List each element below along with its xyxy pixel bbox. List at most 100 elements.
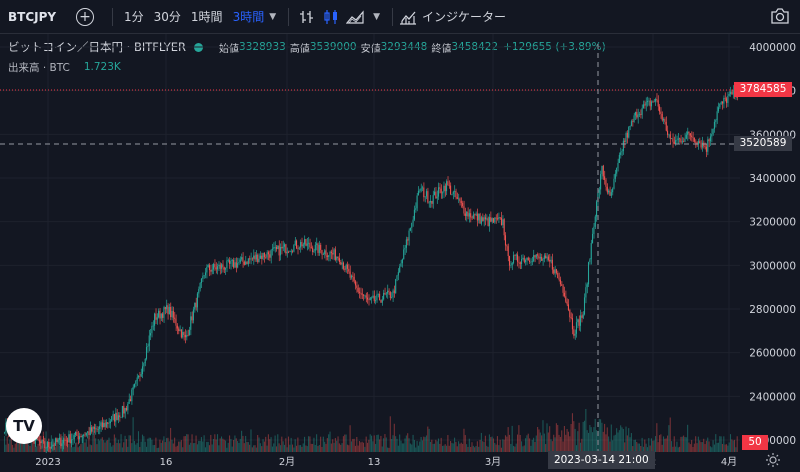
- area-chart-type-icon[interactable]: [345, 7, 365, 27]
- indicators-button[interactable]: インジケーター: [399, 8, 506, 25]
- volume-bar: [57, 437, 59, 452]
- candle-body: [218, 264, 220, 267]
- candle-body: [511, 262, 513, 266]
- volume-bar: [472, 445, 474, 452]
- price-chart[interactable]: 4000000380000036000003400000320000030000…: [0, 34, 800, 472]
- candle-body: [231, 260, 233, 261]
- volume-bar: [278, 443, 280, 452]
- candle-body: [546, 256, 548, 259]
- candle-body: [242, 257, 244, 262]
- volume-bar: [432, 443, 434, 452]
- candle-body: [135, 380, 137, 384]
- interval-1m[interactable]: 1分: [124, 10, 144, 24]
- candle-body: [480, 217, 482, 224]
- volume-bar: [235, 438, 237, 452]
- candle-body: [725, 98, 728, 103]
- candle-body: [435, 191, 437, 199]
- candle-body: [132, 386, 134, 390]
- interval-chevron-down-icon[interactable]: ▼: [269, 11, 277, 22]
- compare-symbol-plus-icon[interactable]: +: [76, 7, 94, 26]
- candle-body: [257, 254, 259, 263]
- candle-body: [371, 297, 373, 299]
- volume-bar: [667, 435, 669, 452]
- candle-body: [523, 257, 525, 263]
- candle-body: [673, 141, 675, 144]
- volume-bar: [547, 432, 549, 452]
- volume-bar: [297, 437, 299, 452]
- candle-body: [215, 267, 217, 270]
- volume-bar: [125, 439, 127, 452]
- candle-body: [291, 251, 294, 252]
- candle-body: [644, 104, 646, 106]
- volume-bar: [107, 440, 109, 452]
- volume-bar: [579, 442, 582, 452]
- interval-3h[interactable]: 3時間: [232, 10, 265, 24]
- volume-bar: [672, 446, 674, 452]
- volume-bar: [176, 445, 178, 452]
- candle-body: [320, 244, 322, 250]
- bar-chart-type-icon[interactable]: [297, 7, 317, 27]
- candle-body: [542, 258, 544, 261]
- volume-bar: [270, 437, 272, 452]
- volume-bar: [271, 446, 273, 452]
- volume-bar: [433, 443, 436, 452]
- candle-body: [648, 100, 650, 102]
- volume-bar: [254, 445, 256, 452]
- candle-body: [405, 239, 407, 248]
- candle-body: [326, 255, 328, 257]
- volume-bar: [85, 439, 87, 452]
- candle-body: [234, 262, 236, 268]
- candle-body: [614, 173, 616, 179]
- candle-body: [545, 255, 547, 259]
- candle-body: [233, 260, 235, 268]
- volume-bar: [614, 434, 616, 452]
- candle-body: [127, 403, 129, 411]
- candle-body: [420, 188, 422, 191]
- candle-body: [474, 214, 476, 216]
- volume-bar: [712, 440, 714, 452]
- candle-body: [551, 259, 553, 270]
- volume-bar: [460, 442, 462, 452]
- candle-body: [684, 138, 686, 142]
- candle-body: [685, 134, 687, 139]
- volume-bar: [279, 445, 281, 452]
- volume-bar: [600, 419, 602, 452]
- price-tick-label: 4000000: [749, 42, 796, 54]
- volume-bar: [289, 444, 291, 452]
- volume-bar: [238, 443, 240, 452]
- candle-body: [479, 213, 481, 224]
- volume-bar: [604, 423, 606, 452]
- camera-icon[interactable]: [770, 7, 790, 28]
- volume-bar: [565, 434, 567, 452]
- candle-body: [609, 190, 611, 196]
- volume-bar: [162, 440, 164, 452]
- candle-body: [88, 431, 90, 436]
- volume-bar: [657, 442, 659, 452]
- volume-bar: [499, 439, 501, 452]
- candlestick-chart-type-icon[interactable]: [321, 7, 341, 27]
- volume-bar: [633, 439, 635, 452]
- candle-body: [728, 94, 730, 96]
- candle-body: [178, 328, 180, 331]
- candle-body: [448, 185, 450, 187]
- chart-type-chevron-down-icon[interactable]: ▼: [373, 11, 381, 22]
- volume-bar: [570, 423, 572, 452]
- candle-body: [535, 254, 537, 258]
- symbol-selector[interactable]: BTCJPY: [8, 9, 57, 24]
- candle-body: [625, 132, 627, 142]
- volume-bar: [328, 434, 330, 452]
- price-axis[interactable]: 4000000380000036000003400000320000030000…: [749, 42, 796, 447]
- interval-1h[interactable]: 1時間: [190, 10, 223, 24]
- volume-bar: [705, 440, 707, 452]
- candle-body: [143, 363, 145, 367]
- volume-bar: [113, 434, 115, 452]
- candle-body: [470, 213, 472, 218]
- gear-icon[interactable]: [766, 452, 780, 471]
- candle-body: [399, 266, 401, 273]
- interval-30m[interactable]: 30分: [153, 10, 181, 24]
- candle-body: [250, 258, 252, 260]
- volume-bar: [215, 439, 217, 452]
- tradingview-logo-icon[interactable]: TV: [6, 408, 42, 444]
- candle-body: [66, 440, 69, 443]
- candle-body: [190, 316, 192, 330]
